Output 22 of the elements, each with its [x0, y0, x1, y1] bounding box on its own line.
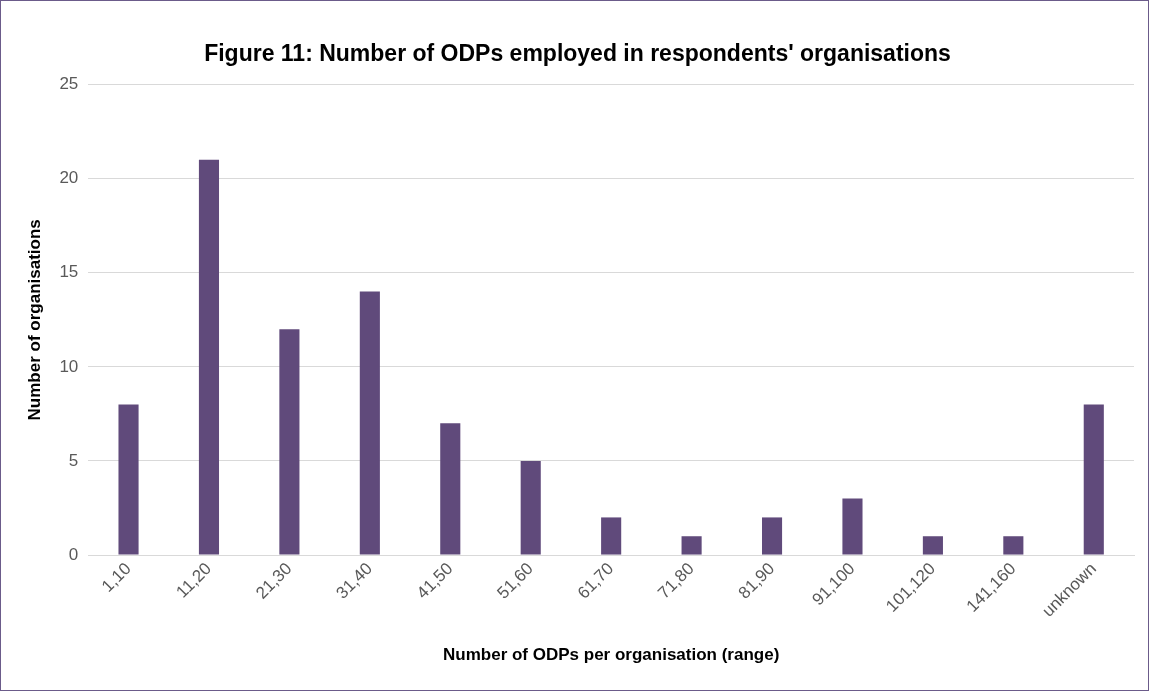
bar — [440, 423, 461, 555]
y-tick-label: 20 — [59, 168, 79, 188]
bar — [1083, 404, 1104, 555]
y-tick-label: 5 — [68, 450, 79, 470]
bar — [359, 291, 380, 555]
bar — [1003, 536, 1024, 555]
y-tick-label: 25 — [59, 74, 79, 94]
bar — [520, 460, 541, 555]
bar — [601, 517, 622, 555]
bar — [922, 536, 943, 555]
y-tick-label: 0 — [68, 544, 79, 564]
bar — [842, 498, 863, 555]
bar — [761, 517, 783, 555]
y-tick-label: 15 — [59, 262, 79, 282]
bar — [681, 536, 702, 555]
bar — [118, 404, 139, 555]
y-tick-label: 10 — [59, 356, 79, 376]
x-axis-title: Number of ODPs per organisation (range) — [443, 645, 780, 665]
chart-title: Figure 11: Number of ODPs employed in respondents' organisations — [204, 40, 951, 67]
y-axis-title: Number of organisations — [24, 219, 44, 421]
bar — [279, 329, 300, 555]
bar — [198, 159, 220, 555]
